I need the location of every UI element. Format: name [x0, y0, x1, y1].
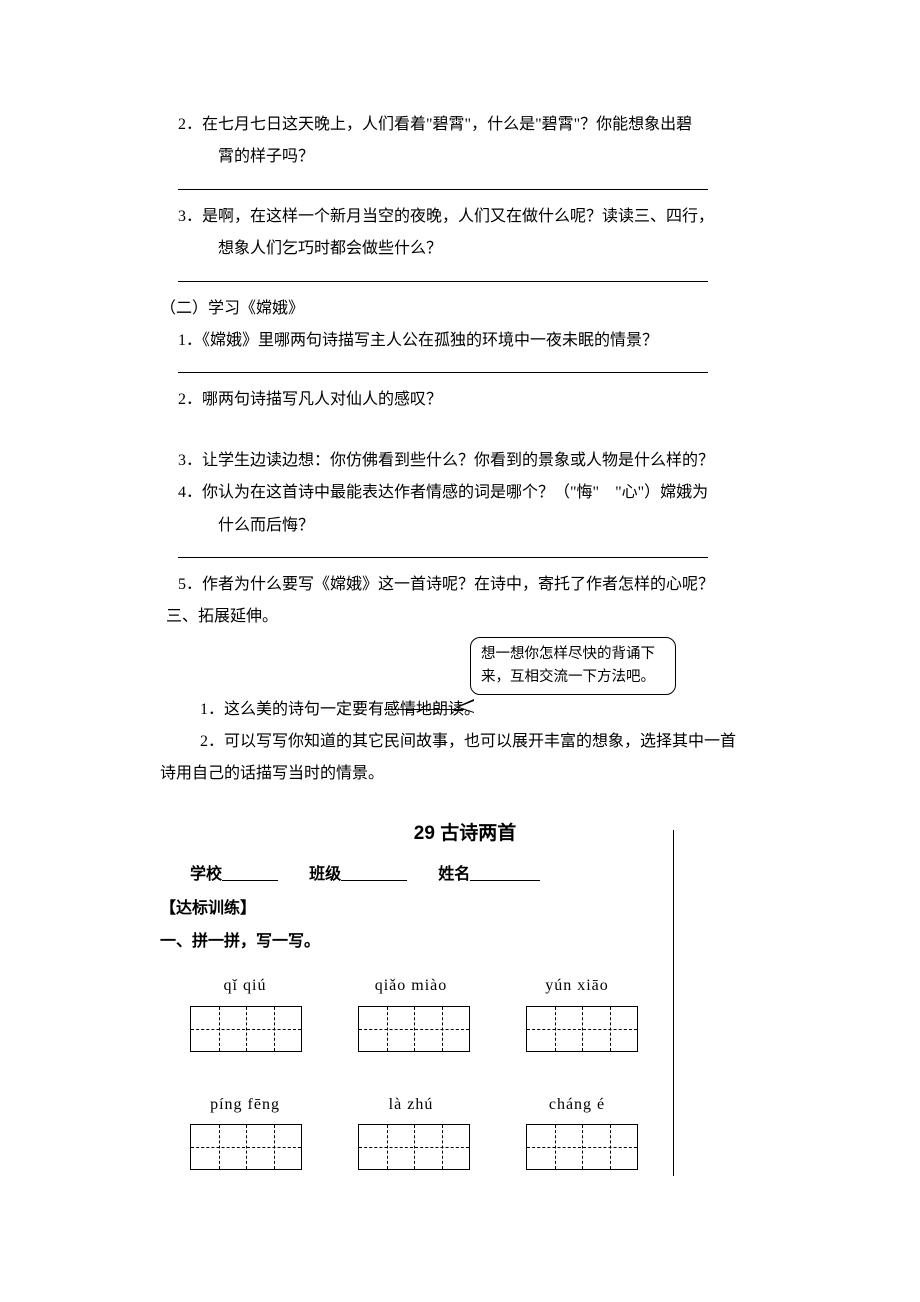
pinyin-2-2: là zhú: [356, 1090, 466, 1120]
pinyin-1-1: qǐ qiú: [190, 971, 300, 1001]
s2-q1-answer-line[interactable]: [178, 370, 708, 373]
right-divider-line: [673, 830, 674, 1176]
ext-q1-strike: 感情地朗读: [384, 701, 464, 718]
callout-tail-icon: [456, 699, 474, 713]
pinyin-row-2: píng fēng là zhú cháng é: [190, 1090, 770, 1120]
char-box[interactable]: [190, 1006, 302, 1052]
pinyin-2-3: cháng é: [522, 1090, 632, 1120]
s2-q2: 2．哪两句诗描写凡人对仙人的感叹？: [160, 385, 770, 415]
q2-answer-line[interactable]: [178, 187, 708, 190]
name-blank[interactable]: [470, 864, 540, 881]
tip-callout: 想一想你怎样尽快的背诵下来，互相交流一下方法吧。: [470, 637, 676, 695]
ex1-title: 一、拼一拼，写一写。: [160, 927, 770, 957]
char-box[interactable]: [358, 1124, 470, 1170]
pinyin-1-2: qiǎo miào: [356, 971, 466, 1001]
s2-q4-line2: 什么而后悔？: [160, 511, 770, 541]
s2-q4-line1: 4．你认为在这首诗中最能表达作者情感的词是哪个？（"悔" "心"）嫦娥为: [160, 478, 770, 508]
s2-q5: 5．作者为什么要写《嫦娥》这一首诗呢？在诗中，寄托了作者怎样的心呢？: [160, 570, 770, 600]
ext-q2-line1: 2．可以写写你知道的其它民间故事，也可以展开丰富的想象，选择其中一首: [160, 727, 770, 757]
q2-line1: 2．在七月七日这天晚上，人们看着"碧霄"，什么是"碧霄"？你能想象出碧: [160, 110, 770, 140]
training-head: 【达标训练】: [160, 894, 770, 924]
q3-line1: 3．是啊，在这样一个新月当空的夜晚，人们又在做什么呢？读读三、四行，: [160, 202, 770, 232]
char-box[interactable]: [526, 1006, 638, 1052]
ext-q1-pre: 1．这么美的诗句一定要有: [200, 701, 384, 718]
char-box[interactable]: [190, 1124, 302, 1170]
ext-q2-line2: 诗用自己的话描写当时的情景。: [160, 759, 770, 789]
q3-answer-line[interactable]: [178, 279, 708, 282]
section3-title: 三、拓展延伸。: [160, 602, 770, 632]
class-label: 班级: [309, 866, 341, 883]
school-label: 学校: [190, 866, 222, 883]
pinyin-1-3: yún xiāo: [522, 971, 632, 1001]
s2-q1: 1．《嫦娥》里哪两句诗描写主人公在孤独的环境中一夜未眠的情景？: [160, 326, 770, 356]
box-row-2: [190, 1124, 770, 1170]
class-blank[interactable]: [341, 864, 407, 881]
box-row-1: [190, 1006, 770, 1052]
char-box[interactable]: [358, 1006, 470, 1052]
s2-q4-answer-line[interactable]: [178, 555, 708, 558]
char-box[interactable]: [526, 1124, 638, 1170]
pinyin-row-1: qǐ qiú qiǎo miào yún xiāo: [190, 971, 770, 1001]
q2-line2: 霄的样子吗？: [160, 142, 770, 172]
name-label: 姓名: [438, 866, 470, 883]
pinyin-2-1: píng fēng: [190, 1090, 300, 1120]
school-blank[interactable]: [222, 864, 278, 881]
doc-title: 29 古诗两首: [160, 816, 770, 852]
s2-q3: 3．让学生边读边想：你仿佛看到些什么？你看到的景象或人物是什么样的？: [160, 446, 770, 476]
info-line: 学校 班级 姓名: [190, 860, 770, 890]
q3-line2: 想象人们乞巧时都会做些什么？: [160, 234, 770, 264]
section2-title: （二）学习《嫦娥》: [160, 294, 770, 324]
